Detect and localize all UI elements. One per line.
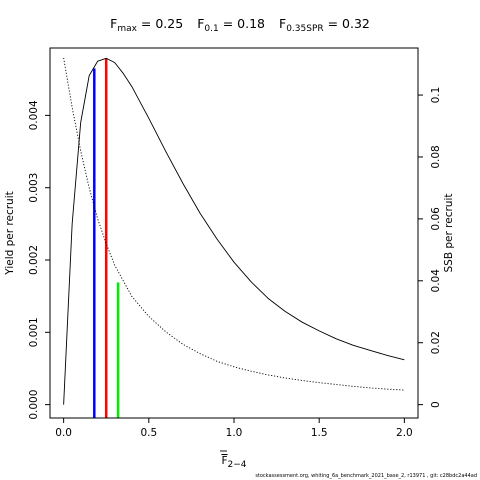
title-symbol-1: F bbox=[197, 16, 204, 31]
x-tick-label-2: 1.0 bbox=[226, 427, 243, 439]
series-line-0 bbox=[63, 57, 405, 405]
y-right-tick-label-4: 0.08 bbox=[430, 145, 442, 168]
chart-title-text: Fmax = 0.25 F0.1 = 0.18 F0.35SPR = 0.32 bbox=[110, 16, 370, 34]
series-line-1 bbox=[63, 57, 405, 391]
y-right-tick-label-1: 0.02 bbox=[430, 331, 442, 354]
x-tick-label-1: 0.5 bbox=[140, 427, 157, 439]
y-right-tick-label-2: 0.04 bbox=[430, 269, 442, 293]
y-right-tick-label-0: 0 bbox=[430, 401, 442, 408]
chart-title: Fmax = 0.25 F0.1 = 0.18 F0.35SPR = 0.32 bbox=[110, 16, 370, 34]
title-symbol-0: F bbox=[110, 16, 117, 31]
title-value-1: = 0.18 bbox=[219, 16, 265, 31]
x-axis-title-subscript: 2−4 bbox=[228, 460, 247, 470]
y-left-tick-label-4: 0.004 bbox=[28, 100, 40, 130]
x-tick-label-3: 1.5 bbox=[311, 427, 328, 439]
y-left-tick-label-3: 0.003 bbox=[28, 173, 40, 203]
x-tick-label-4: 2.0 bbox=[396, 427, 413, 439]
axes: 0.0 0.5 1.0 1.5 2.0 0.000 0.001 0.002 0.003 0.004… bbox=[28, 47, 442, 452]
title-subscript-1: 0.1 bbox=[204, 24, 218, 34]
y-left-tick-label-2: 0.002 bbox=[28, 245, 40, 275]
title-value-0: = 0.25 bbox=[137, 16, 183, 31]
y-left-tick-label-1: 0.001 bbox=[28, 317, 40, 347]
x-axis-title-symbol: F bbox=[221, 455, 227, 467]
y-right-tick-label-5: 0.1 bbox=[430, 87, 442, 104]
y-left-tick-label-0: 0.000 bbox=[28, 390, 40, 420]
footer-text: stockassessment.org, whiting_6a_benchmar… bbox=[255, 473, 477, 479]
y-axis-left-title: Yield per recruit bbox=[4, 191, 16, 275]
title-subscript-0: max bbox=[117, 24, 137, 34]
title-value-2: = 0.32 bbox=[324, 16, 370, 31]
plot-area bbox=[63, 57, 405, 418]
x-axis-title: F2−4 bbox=[221, 455, 246, 470]
title-symbol-2: F bbox=[279, 16, 286, 31]
y-right-tick-label-3: 0.06 bbox=[430, 207, 442, 231]
y-axis-right-title: SSB per recruit bbox=[443, 194, 455, 273]
x-tick-label-0: 0.0 bbox=[55, 427, 72, 439]
title-subscript-2: 0.35SPR bbox=[286, 24, 323, 34]
